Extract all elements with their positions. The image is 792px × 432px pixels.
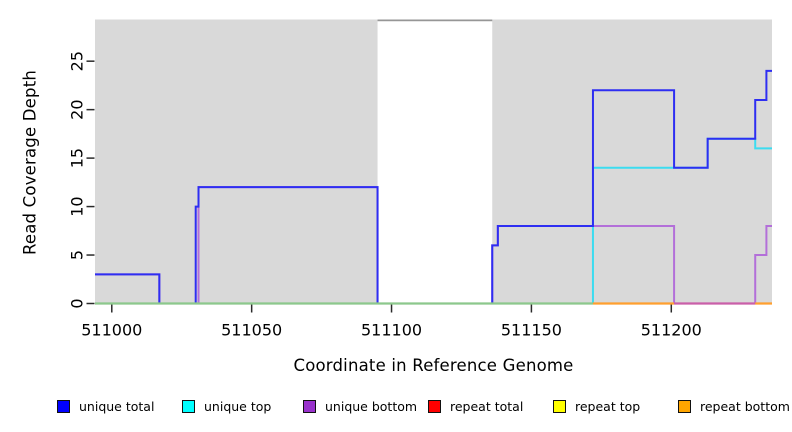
y-tick-label: 5	[68, 250, 87, 260]
x-tick-label: 511000	[81, 321, 142, 340]
x-tick-label: 511100	[361, 321, 422, 340]
x-axis-title: Coordinate in Reference Genome	[293, 356, 574, 375]
gap-band-top-line	[377, 19, 493, 22]
y-axis-title: Read Coverage Depth	[20, 69, 40, 256]
y-tick-label: 25	[68, 51, 87, 71]
x-tick-label: 511200	[641, 321, 702, 340]
y-tick-label: 10	[68, 196, 87, 216]
y-tick-label: 15	[68, 148, 87, 168]
y-tick-label: 20	[68, 99, 87, 119]
y-tick-label: 0	[68, 298, 87, 308]
series-unique-total	[95, 69, 772, 305]
gap-band	[377, 21, 493, 305]
x-tick-label: 511050	[221, 321, 282, 340]
x-tick-label: 511150	[501, 321, 562, 340]
